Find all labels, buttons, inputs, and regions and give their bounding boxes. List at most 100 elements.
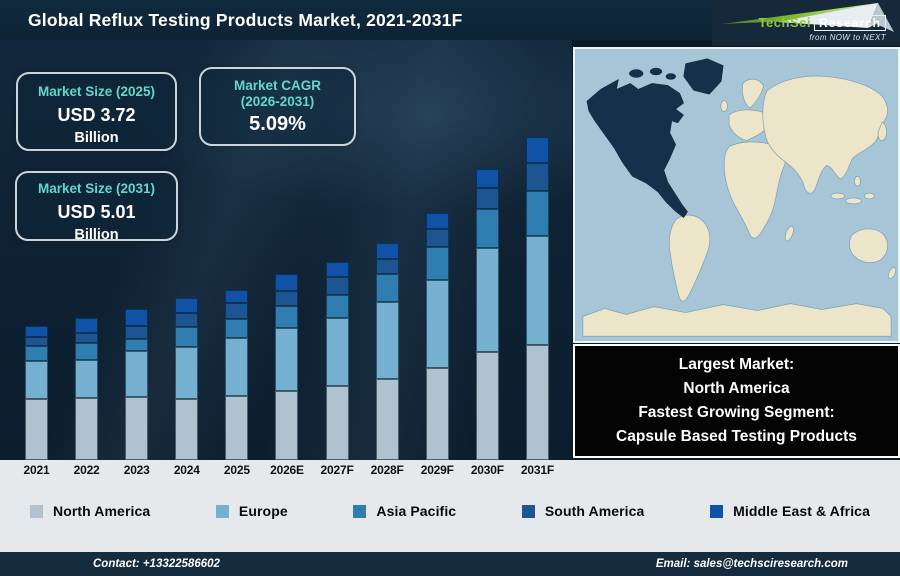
bar-segment	[225, 338, 249, 396]
bar-2024	[175, 298, 199, 460]
bar-segment	[175, 298, 199, 313]
bar-segment	[275, 306, 299, 328]
bar-segment	[425, 280, 449, 368]
footer: Contact: +13322586602 Email: sales@techs…	[0, 552, 900, 576]
region-scandinavia	[741, 78, 765, 109]
bar-segment	[125, 339, 149, 351]
region-indonesia	[845, 197, 862, 205]
bar-2031F	[525, 137, 549, 460]
region-japan	[877, 121, 887, 141]
region-new-zealand	[888, 267, 897, 279]
bar-segment	[225, 303, 249, 319]
x-axis-tick: 2025	[223, 463, 250, 477]
x-axis-tick: 2030F	[470, 463, 504, 477]
market-size-2031-card: Market Size (2031) USD 5.01 Billion	[15, 171, 178, 243]
bar-segment	[125, 351, 149, 397]
card-value: 5.09%	[249, 113, 306, 135]
bar-segment	[25, 326, 48, 337]
bar-segment	[275, 274, 299, 291]
card-value: USD 3.72	[57, 105, 136, 125]
page-title: Global Reflux Testing Products Market, 2…	[28, 10, 463, 30]
region-antarctica	[582, 303, 892, 337]
card-subtitle: (2026-2031)	[240, 94, 315, 109]
bar-2021	[25, 326, 48, 460]
brand-wordmark: TechSci Research	[758, 14, 886, 31]
bar-segment	[75, 318, 99, 333]
legend: North America Europe Asia Pacific South Ame…	[0, 503, 900, 519]
bar-segment	[225, 290, 249, 303]
legend-label: Europe	[238, 503, 288, 519]
market-cagr-card: Market CAGR (2026-2031) 5.09%	[199, 67, 356, 146]
bar-segment	[425, 368, 449, 460]
bars-row	[25, 40, 549, 460]
x-axis-tick: 2029F	[420, 463, 454, 477]
legend-swatch	[521, 504, 535, 518]
region-south-america	[668, 214, 711, 302]
chart-panel: Market Size (2025) USD 3.72 Billion Mark…	[0, 40, 572, 460]
x-axis-tick: 2026E	[270, 463, 304, 477]
x-axis-tick: 2022	[73, 463, 100, 477]
contact-phone: Contact: +13322586602	[93, 558, 220, 570]
legend-label: Middle East & Africa	[733, 503, 870, 519]
bar-segment	[425, 229, 449, 247]
bar-segment	[375, 379, 399, 460]
bar-segment	[325, 262, 349, 277]
legend-item: Middle East & Africa	[710, 503, 870, 519]
bar-segment	[125, 309, 149, 326]
callout-line: Capsule Based Testing Products	[616, 428, 857, 445]
bar-segment	[25, 361, 48, 399]
bar-segment	[75, 398, 99, 460]
region-indonesia	[864, 192, 875, 200]
bar-segment	[25, 399, 48, 460]
bar-segment	[475, 169, 499, 188]
region-arctic-islands	[649, 67, 663, 76]
bar-segment	[175, 347, 199, 399]
region-indonesia	[830, 192, 846, 200]
bar-segment	[525, 163, 549, 191]
bar-segment	[275, 328, 299, 391]
card-title: Market Size (2031)	[37, 181, 156, 196]
region-uk	[720, 100, 728, 112]
bar-segment	[475, 188, 499, 209]
callout-line: North America	[683, 380, 790, 397]
bar-2025	[225, 290, 249, 460]
region-arctic-islands	[665, 73, 676, 80]
world-map	[575, 49, 898, 341]
bar-2028F	[375, 243, 399, 460]
bar-segment	[475, 248, 499, 352]
bar-segment	[175, 313, 199, 327]
x-axis-labels: 2021 2022 2023 2024 2025 2026E 2027F 2028F 2029F…	[24, 463, 555, 477]
x-axis-tick: 2028F	[370, 463, 404, 477]
region-madagascar	[784, 225, 794, 242]
world-map-panel	[573, 47, 900, 343]
region-greenland-highlight	[683, 58, 724, 95]
card-title: Market Size (2025)	[37, 84, 156, 99]
x-axis-tick: 2031F	[520, 463, 554, 477]
bar-segment	[275, 291, 299, 306]
bar-2023	[125, 309, 149, 460]
bar-segment	[125, 397, 149, 460]
card-unit: Billion	[74, 130, 119, 146]
bar-segment	[25, 346, 48, 361]
brand-primary: TechSci	[758, 15, 811, 30]
bar-segment	[325, 277, 349, 295]
bar-segment	[25, 337, 48, 346]
bar-segment	[475, 209, 499, 248]
bar-segment	[425, 213, 449, 229]
region-asia	[762, 75, 888, 194]
bar-segment	[75, 333, 99, 343]
bar-segment	[525, 137, 549, 163]
bar-segment	[275, 391, 299, 460]
arrow-swoosh-icon	[722, 3, 894, 32]
bar-2026E	[275, 274, 299, 460]
header: Global Reflux Testing Products Market, 2…	[0, 0, 900, 46]
bar-segment	[125, 326, 149, 339]
callout-line: Largest Market:	[678, 356, 795, 373]
bar-segment	[525, 345, 549, 460]
market-size-2025-card: Market Size (2025) USD 3.72 Billion	[16, 72, 177, 151]
brand-secondary: Research	[813, 14, 886, 31]
card-value: USD 5.01	[57, 202, 136, 222]
brand-tagline: from NOW to NEXT	[809, 32, 886, 42]
bar-2027F	[325, 262, 349, 460]
